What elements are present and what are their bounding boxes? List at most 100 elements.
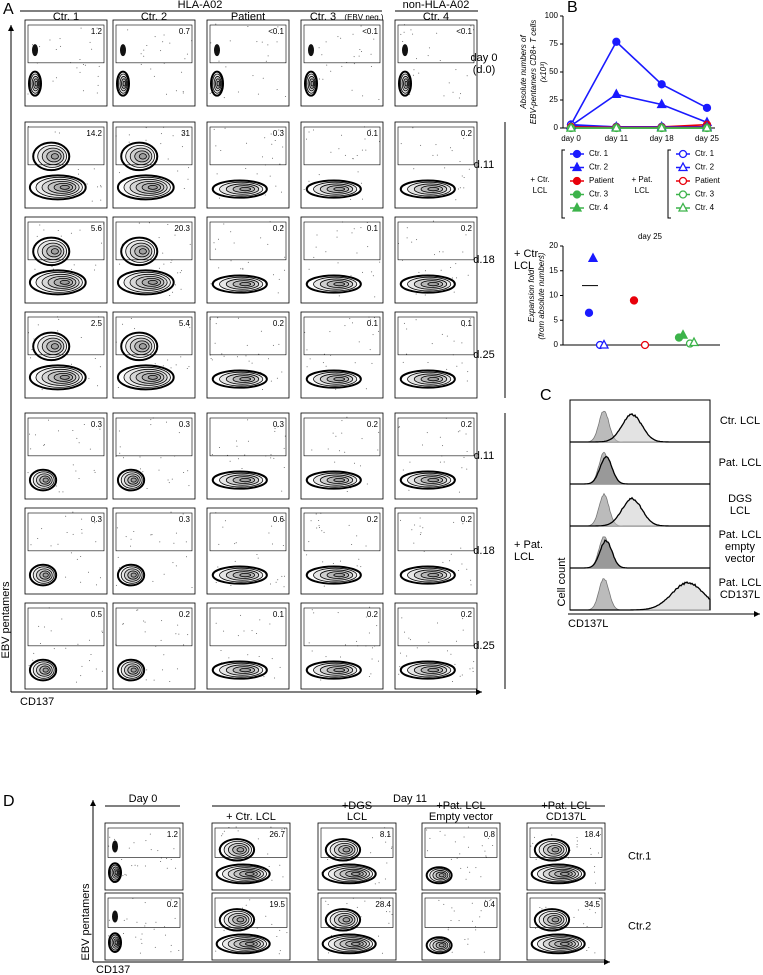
event-dot [145, 840, 147, 842]
event-dot [338, 450, 340, 452]
event-dot [576, 837, 578, 839]
event-dot [351, 232, 353, 234]
event-dot [410, 29, 412, 31]
event-dot [356, 640, 358, 642]
gate-percentage: 0.7 [179, 27, 191, 36]
event-dot [180, 356, 182, 358]
y-tick-label: 50 [549, 67, 558, 76]
contour [59, 184, 70, 190]
event-dot [247, 261, 249, 263]
gate-percentage: 0.5 [91, 610, 103, 619]
event-dot [65, 576, 67, 578]
event-dot [330, 151, 332, 153]
event-dot [364, 138, 366, 140]
histogram-label: Pat. LCL [719, 577, 762, 589]
contour [560, 871, 570, 876]
event-dot [470, 584, 472, 586]
event-dot [471, 902, 473, 904]
event-dot [164, 926, 166, 928]
event-dot [215, 950, 217, 952]
event-dot [119, 263, 121, 265]
event-dot [134, 864, 136, 866]
event-dot [122, 323, 124, 325]
gate-percentage: 0.2 [273, 224, 285, 233]
data-point [598, 339, 610, 349]
event-dot [267, 55, 269, 57]
event-dot [458, 569, 460, 571]
event-dot [594, 912, 596, 914]
gate [424, 827, 498, 858]
event-dot [341, 134, 343, 136]
event-dot [163, 263, 165, 265]
histogram-label: CD137L [720, 589, 760, 601]
event-dot [179, 272, 181, 274]
event-dot [187, 470, 189, 472]
event-dot [169, 680, 171, 682]
histogram-label: empty [725, 541, 755, 553]
group-header: non-HLA-A02 [403, 0, 470, 11]
event-dot [59, 38, 61, 40]
event-dot [268, 532, 270, 534]
event-dot [599, 898, 601, 900]
event-dot [242, 907, 244, 909]
event-dot [175, 633, 177, 635]
event-dot [327, 858, 329, 860]
event-dot [466, 451, 468, 453]
event-dot [320, 679, 322, 681]
gate-percentage: <0.1 [362, 27, 378, 36]
y-tick-label: 75 [549, 39, 558, 48]
legend-marker [678, 176, 688, 186]
event-dot [442, 561, 444, 563]
event-dot [80, 675, 82, 677]
event-dot [436, 622, 438, 624]
event-dot [463, 177, 465, 179]
event-dot [446, 368, 448, 370]
event-dot [541, 908, 543, 910]
event-dot [588, 947, 590, 949]
event-dot [463, 325, 465, 327]
event-dot [463, 137, 465, 139]
event-dot [283, 586, 285, 588]
event-dot [115, 456, 117, 458]
event-dot [281, 226, 283, 228]
event-dot [58, 132, 60, 134]
event-dot [352, 33, 354, 35]
event-dot [72, 464, 74, 466]
event-dot [484, 850, 486, 852]
event-dot [358, 55, 360, 57]
event-dot [83, 424, 85, 426]
event-dot [167, 158, 169, 160]
event-dot [169, 42, 171, 44]
gate-percentage: 0.3 [273, 420, 285, 429]
event-dot [465, 234, 467, 236]
event-dot [325, 251, 327, 253]
event-dot [219, 197, 221, 199]
event-dot [353, 63, 355, 65]
event-dot [390, 847, 392, 849]
event-dot [414, 524, 416, 526]
x-axis-label: CD137L [568, 618, 608, 630]
contour [214, 44, 220, 57]
event-dot [91, 48, 93, 50]
event-dot [279, 163, 281, 165]
event-dot [245, 168, 247, 170]
event-dot [409, 639, 411, 641]
event-dot [434, 254, 436, 256]
x-tick-label: day 25 [695, 134, 720, 143]
event-dot [229, 460, 231, 462]
event-dot [370, 65, 372, 67]
event-dot [114, 838, 116, 840]
event-dot [221, 835, 223, 837]
event-dot [258, 655, 260, 657]
event-dot [216, 173, 218, 175]
event-dot [532, 842, 534, 844]
event-dot [276, 41, 278, 43]
event-dot [175, 532, 177, 534]
event-dot [323, 585, 325, 587]
event-dot [108, 935, 110, 937]
gate-percentage: 34.5 [584, 900, 600, 909]
event-dot [70, 363, 72, 365]
event-dot [172, 562, 174, 564]
event-dot [82, 90, 84, 92]
event-dot [223, 830, 225, 832]
